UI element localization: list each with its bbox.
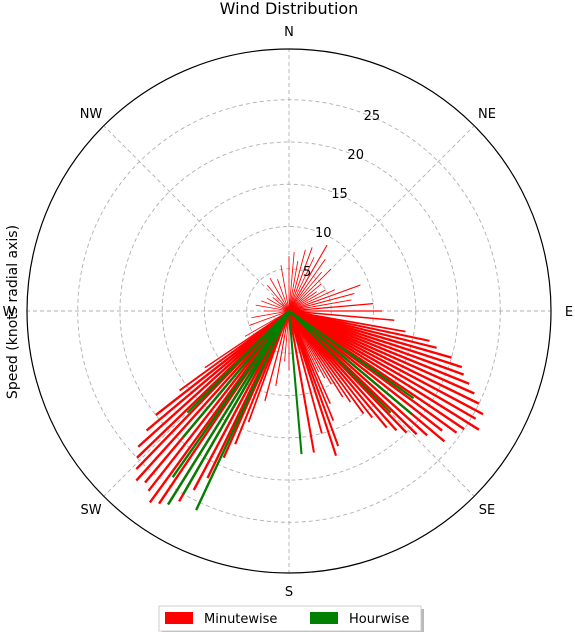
direction-label-ne: NE <box>478 107 496 122</box>
bar-minutewise <box>288 310 395 321</box>
bar-minutewise <box>288 271 322 312</box>
direction-label-e: E <box>565 305 573 320</box>
bar-minutewise <box>288 244 328 312</box>
bar-minutewise <box>204 310 290 369</box>
bar-minutewise <box>269 277 290 312</box>
radial-tick-label: 15 <box>331 187 348 202</box>
direction-label-nw: NW <box>80 107 103 122</box>
chart-title: Wind Distribution <box>220 0 359 18</box>
bar-hourwise <box>186 310 290 414</box>
bar-minutewise <box>280 265 290 312</box>
radial-tick-label: 10 <box>315 226 332 241</box>
bar-minutewise <box>288 258 326 312</box>
bar-minutewise <box>288 309 477 420</box>
bar-minutewise <box>287 310 338 457</box>
bar-minutewise <box>135 310 290 482</box>
bar-minutewise <box>261 300 290 312</box>
bar-minutewise <box>275 310 290 387</box>
direction-label-se: SE <box>479 503 495 518</box>
direction-label-w: W <box>3 305 16 320</box>
direction-label-sw: SW <box>80 503 101 518</box>
bar-minutewise <box>288 249 306 312</box>
bar-hourwise <box>171 310 290 478</box>
bar-minutewise <box>288 291 317 312</box>
radial-tick-label: 25 <box>364 109 381 124</box>
bar-hourwise <box>182 310 290 439</box>
bar-hourwise <box>287 310 303 455</box>
bar-minutewise <box>288 247 313 312</box>
polar-frame <box>26 48 552 574</box>
bar-minutewise <box>288 310 323 434</box>
tick-labels: N NE E SE S SW W NW 5 10 15 20 25 <box>3 25 574 600</box>
bar-minutewise <box>288 289 336 312</box>
bar-minutewise <box>288 284 361 312</box>
bar-hourwise <box>288 310 415 400</box>
bar-minutewise <box>288 303 374 312</box>
bar-minutewise <box>284 310 290 362</box>
bar-minutewise <box>255 304 290 312</box>
bar-minutewise <box>155 310 290 417</box>
bar-hourwise <box>288 310 392 414</box>
bar-minutewise <box>288 309 480 431</box>
bar-minutewise <box>288 299 352 312</box>
bar-hourwise <box>288 310 413 416</box>
bar-minutewise <box>249 310 290 326</box>
angular-grid-line <box>103 125 290 312</box>
bar-minutewise <box>288 268 332 312</box>
legend-swatch-hourwise <box>310 612 338 624</box>
bar-hourwise <box>182 310 291 495</box>
radial-tick-label: 5 <box>303 265 311 280</box>
bar-minutewise <box>288 283 322 312</box>
radial-tick-label: 20 <box>347 148 364 163</box>
bar-minutewise <box>288 260 299 312</box>
legend-label-hourwise: Hourwise <box>349 612 409 627</box>
bar-minutewise <box>287 310 315 453</box>
bar-hourwise <box>167 310 291 506</box>
bar-minutewise <box>288 293 355 312</box>
bar-minutewise <box>244 310 290 337</box>
bar-minutewise <box>288 309 480 405</box>
legend-swatch-minutewise <box>165 612 193 624</box>
bar-minutewise <box>264 310 290 401</box>
bar-minutewise <box>277 279 290 312</box>
bar-minutewise <box>179 310 290 392</box>
direction-label-s: S <box>285 585 293 600</box>
bar-minutewise <box>288 309 484 416</box>
bar-minutewise <box>288 257 315 312</box>
direction-label-n: N <box>284 25 294 40</box>
bar-minutewise <box>288 252 295 312</box>
bar-minutewise <box>147 310 290 492</box>
legend-frame <box>158 605 422 632</box>
legend-label-minutewise: Minutewise <box>204 612 277 627</box>
bar-minutewise <box>272 297 290 312</box>
bar-minutewise <box>251 310 290 319</box>
bar-minutewise <box>288 289 326 312</box>
legend: Minutewise Hourwise <box>158 605 424 632</box>
bar-hourwise <box>195 310 291 511</box>
bar-minutewise <box>266 284 290 312</box>
bar-layer <box>135 244 484 511</box>
y-axis-label: Speed (knots radial axis) <box>5 225 21 399</box>
bar-minutewise <box>266 297 290 312</box>
